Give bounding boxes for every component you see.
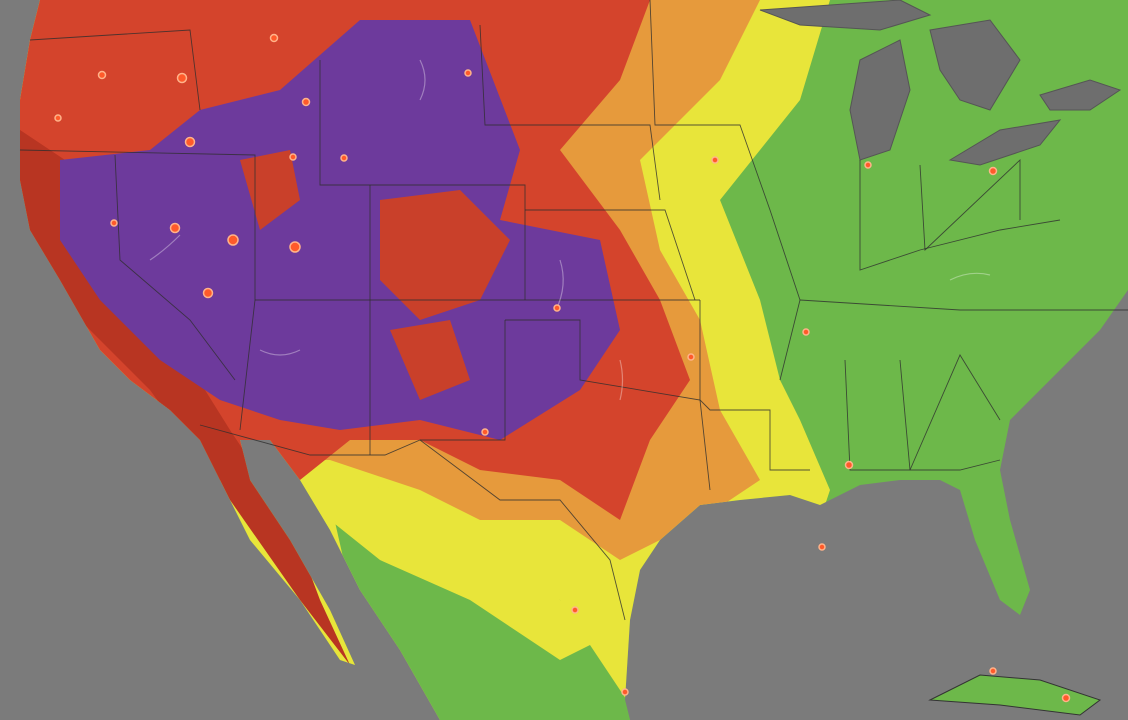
- state-border: [919, 158, 1021, 251]
- wind: [259, 349, 301, 356]
- zone-yellow-mexico: [320, 470, 600, 660]
- state-border: [899, 354, 1001, 471]
- wind: [619, 359, 624, 401]
- state-border: [114, 154, 236, 381]
- lake-michigan: [849, 39, 911, 161]
- fire: [184, 136, 196, 148]
- state-border: [420, 320, 506, 441]
- fire: [621, 688, 629, 696]
- wind: [419, 59, 426, 101]
- wind: [149, 234, 181, 261]
- fire: [176, 72, 188, 84]
- lakes: [759, 0, 1122, 166]
- fire: [464, 69, 472, 77]
- state-border: [525, 209, 696, 301]
- wind: [949, 272, 991, 281]
- wind-streaks: [149, 59, 991, 401]
- fire: [54, 114, 62, 122]
- fire: [481, 428, 489, 436]
- fire: [988, 166, 998, 176]
- state-border: [699, 300, 810, 471]
- fire: [802, 328, 810, 336]
- lake-superior: [759, 0, 932, 31]
- island: [928, 674, 1102, 716]
- state-border: [479, 24, 661, 201]
- state-borders: [19, 0, 1128, 621]
- fire: [1061, 693, 1071, 703]
- fire: [864, 161, 872, 169]
- border-mexico: [199, 424, 626, 621]
- zone-red-patch: [240, 150, 510, 400]
- state-border: [319, 60, 526, 300]
- state-border: [859, 160, 1061, 271]
- lake-huron: [929, 19, 1021, 111]
- state-border: [649, 0, 801, 381]
- fire: [571, 606, 579, 614]
- state-border: [505, 319, 711, 491]
- fire: [110, 219, 118, 227]
- fire: [301, 97, 311, 107]
- fire: [844, 460, 854, 470]
- fire: [289, 241, 301, 253]
- fire: [227, 234, 239, 246]
- fire: [202, 287, 214, 299]
- lake-ontario: [1039, 79, 1122, 111]
- fire: [97, 70, 107, 80]
- fire: [687, 353, 695, 361]
- zone-purple: [60, 20, 620, 440]
- fire: [818, 543, 826, 551]
- state-border: [844, 359, 1001, 471]
- fire: [269, 33, 279, 43]
- state-border: [29, 29, 201, 111]
- state-border: [19, 149, 256, 431]
- fire: [989, 667, 997, 675]
- fire: [553, 304, 561, 312]
- fire: [711, 156, 719, 164]
- fire: [169, 222, 181, 234]
- fire: [289, 153, 297, 161]
- state-border: [799, 299, 1128, 311]
- fire-markers: [54, 33, 1071, 703]
- fire: [340, 154, 348, 162]
- lake-erie: [948, 119, 1062, 166]
